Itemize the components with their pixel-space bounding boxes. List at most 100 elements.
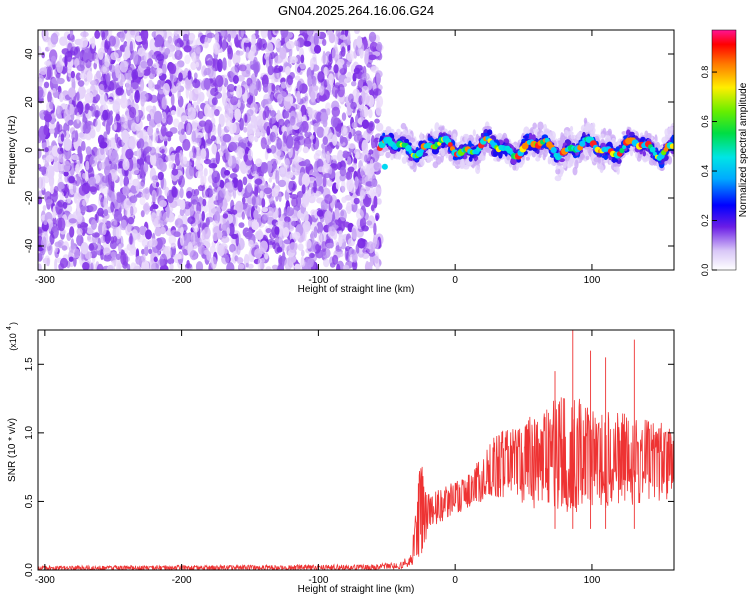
noise-speckle (170, 242, 177, 249)
noise-speckle (179, 233, 185, 246)
noise-speckle (330, 115, 338, 128)
noise-speckle (57, 181, 66, 193)
noise-speckle (164, 47, 171, 56)
noise-speckle (220, 167, 227, 179)
noise-speckle (175, 253, 182, 260)
signal-halo (532, 122, 537, 130)
noise-speckle (226, 262, 235, 270)
noise-speckle (119, 173, 123, 187)
noise-speckle (223, 113, 229, 123)
noise-speckle (186, 122, 191, 135)
noise-speckle (164, 186, 170, 197)
noise-speckle (129, 106, 137, 119)
noise-speckle (210, 256, 218, 270)
noise-speckle (63, 108, 71, 122)
noise-speckle (276, 137, 283, 150)
noise-speckle (254, 131, 264, 137)
noise-speckle (82, 199, 86, 207)
noise-speckle (275, 170, 280, 184)
noise-speckle (226, 83, 235, 93)
noise-speckle (211, 143, 217, 155)
noise-speckle (205, 217, 210, 226)
noise-speckle (280, 30, 289, 38)
noise-speckle (43, 219, 48, 225)
noise-speckle (260, 162, 268, 174)
noise-speckle (115, 113, 121, 122)
noise-speckle (166, 204, 170, 219)
signal-halo (408, 161, 414, 167)
noise-speckle (136, 147, 142, 160)
noise-speckle (347, 166, 355, 173)
signal-halo (542, 152, 546, 161)
noise-speckle (285, 66, 291, 76)
noise-speckle (232, 122, 237, 134)
noise-speckle (335, 181, 340, 190)
noise-speckle (182, 156, 188, 165)
noise-speckle (153, 131, 159, 144)
noise-speckle (313, 122, 319, 133)
noise-speckle (346, 71, 352, 82)
noise-speckle (101, 31, 106, 38)
signal-halo (590, 131, 596, 137)
noise-speckle (217, 123, 222, 138)
noise-speckle (370, 204, 375, 212)
noise-speckle (248, 239, 254, 248)
noise-speckle (219, 188, 226, 198)
noise-speckle (149, 238, 158, 248)
noise-speckle (108, 35, 116, 47)
noise-speckle (203, 167, 208, 177)
noise-region (38, 30, 384, 270)
noise-speckle (315, 149, 323, 157)
noise-speckle (195, 47, 201, 54)
noise-speckle (297, 210, 302, 219)
noise-speckle (302, 192, 310, 206)
signal-halo (394, 154, 400, 160)
noise-speckle (283, 110, 290, 119)
noise-speckle (106, 190, 115, 202)
noise-speckle (158, 200, 167, 208)
noise-speckle (313, 44, 322, 54)
noise-speckle (82, 261, 90, 270)
noise-speckle (243, 126, 248, 133)
noise-speckle (50, 225, 59, 239)
noise-speckle (129, 233, 133, 245)
noise-speckle (330, 155, 339, 161)
noise-speckle (131, 122, 138, 132)
noise-speckle (351, 81, 357, 87)
noise-speckle (141, 192, 147, 198)
noise-speckle (62, 160, 71, 173)
noise-speckle (84, 103, 89, 115)
signal-halo (532, 128, 540, 133)
noise-speckle (80, 242, 89, 255)
noise-speckle (346, 201, 352, 215)
noise-speckle (72, 182, 77, 194)
signal-halo (569, 125, 574, 132)
noise-speckle (364, 48, 370, 62)
noise-speckle (44, 147, 49, 153)
noise-speckle (194, 210, 202, 225)
noise-speckle (323, 66, 329, 76)
noise-speckle (59, 36, 68, 46)
noise-speckle (159, 253, 168, 268)
noise-speckle (220, 30, 226, 37)
noise-speckle (110, 52, 119, 61)
noise-speckle (361, 252, 370, 259)
noise-speckle (68, 87, 76, 98)
noise-speckle (156, 53, 165, 62)
noise-speckle (89, 242, 98, 251)
noise-speckle (125, 79, 132, 91)
noise-speckle (140, 98, 145, 107)
noise-speckle (146, 113, 151, 122)
noise-speckle (106, 98, 114, 105)
noise-speckle (200, 175, 204, 186)
noise-speckle (271, 207, 280, 220)
noise-speckle (50, 55, 57, 65)
noise-speckle (123, 175, 129, 186)
noise-speckle (183, 33, 189, 42)
noise-speckle (319, 85, 325, 96)
noise-speckle (316, 221, 324, 234)
noise-speckle (184, 54, 191, 65)
noise-speckle (203, 158, 212, 165)
noise-speckle (176, 82, 181, 92)
